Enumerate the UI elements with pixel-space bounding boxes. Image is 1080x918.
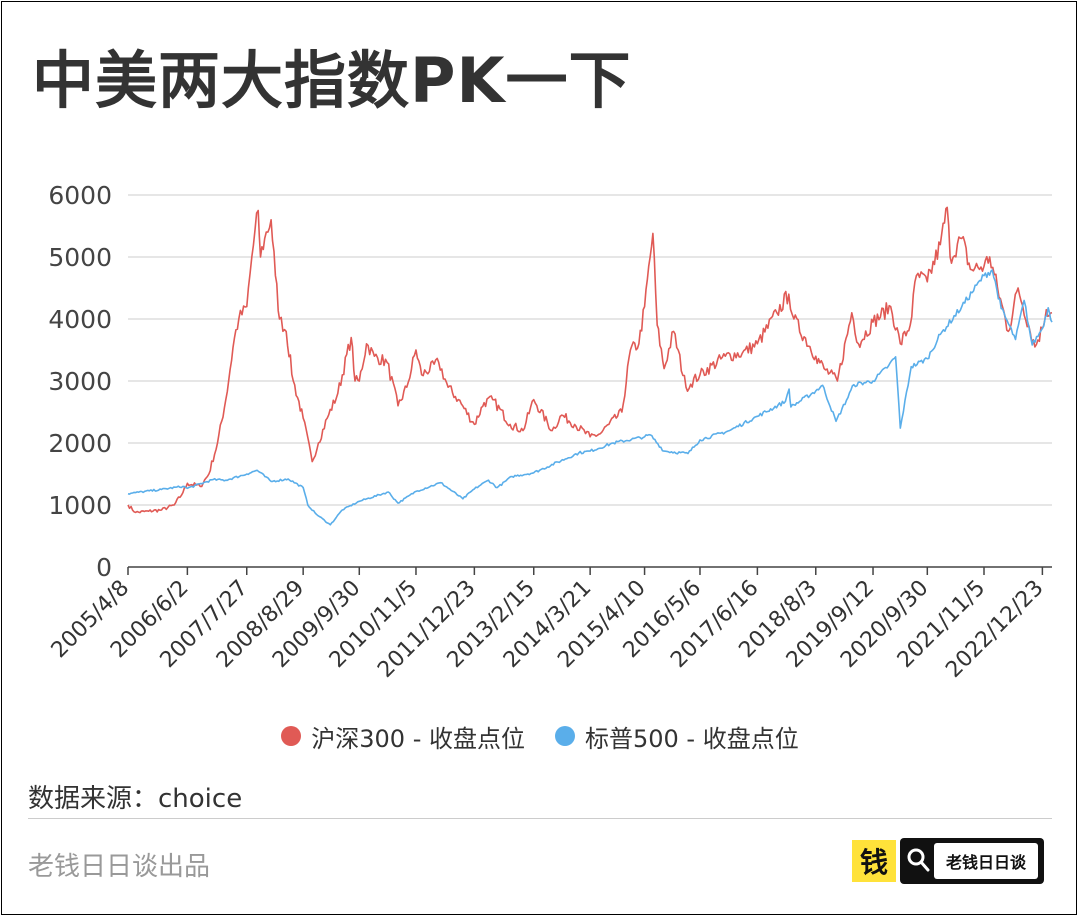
- y-tick-label: 6000: [48, 181, 112, 210]
- data-source: 数据来源：choice: [28, 784, 243, 814]
- legend: 沪深300 - 收盘点位 标普500 - 收盘点位: [0, 716, 1080, 756]
- y-tick-label: 2000: [48, 429, 112, 458]
- y-axis-ticks: 0 1000 2000 3000 4000 5000 6000: [48, 181, 112, 582]
- series-line-sp500: [127, 269, 1053, 526]
- legend-item-sp500[interactable]: 标普500 - 收盘点位: [555, 719, 799, 754]
- search-logo-text: 老钱日日谈: [934, 843, 1038, 879]
- legend-label: 标普500 - 收盘点位: [585, 724, 799, 753]
- divider: [28, 818, 1052, 819]
- series-lines: [127, 206, 1053, 526]
- credit-text: 老钱日日谈出品: [28, 852, 211, 882]
- y-tick-label: 1000: [48, 491, 112, 520]
- legend-dot-icon: [281, 726, 302, 746]
- grid-lines: [128, 194, 1052, 506]
- legend-item-hs300[interactable]: 沪深300 - 收盘点位: [281, 719, 525, 754]
- search-icon: [907, 848, 930, 872]
- series-line-hs300: [127, 206, 1053, 514]
- y-tick-label: 0: [96, 553, 112, 582]
- x-axis: 2005/4/82006/6/22007/7/272008/8/292009/9…: [47, 566, 1052, 683]
- page-title: 中美两大指数PK一下: [32, 44, 632, 117]
- y-tick-label: 4000: [48, 305, 112, 334]
- legend-dot-icon: [555, 726, 575, 746]
- search-logo: 老钱日日谈: [900, 838, 1044, 884]
- y-tick-label: 3000: [48, 367, 112, 396]
- y-tick-label: 5000: [48, 243, 112, 272]
- brand-badge: 钱: [852, 840, 896, 882]
- legend-label: 沪深300 - 收盘点位: [311, 724, 525, 753]
